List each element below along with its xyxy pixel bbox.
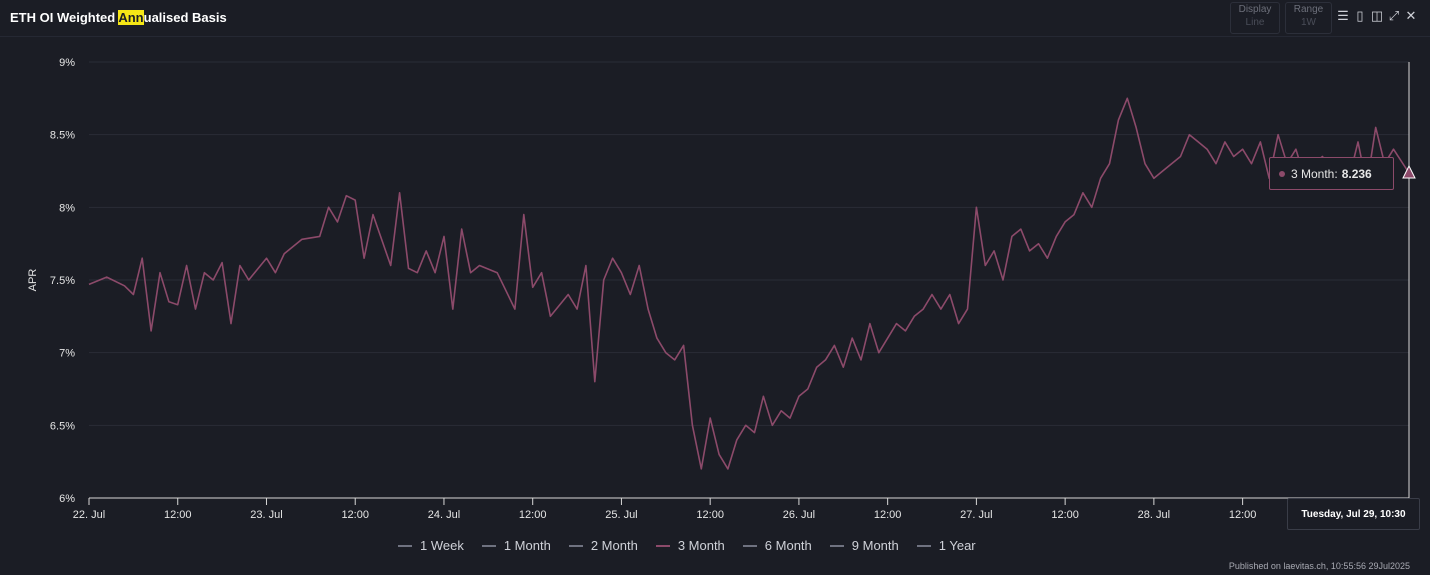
legend-label: 2 Month (590, 538, 638, 553)
legend-swatch (916, 544, 931, 547)
tooltip-value: 8.236 (1341, 166, 1372, 181)
legend-label: 6 Month (764, 538, 812, 553)
title-part: ualised Basis (143, 10, 227, 25)
legend-label: 1 Month (503, 538, 551, 553)
legend-swatch (829, 544, 844, 547)
y-tick-label: 6% (59, 493, 75, 505)
x-tick-label: 12:00 (341, 509, 369, 521)
x-tick-label: 12:00 (1051, 509, 1079, 521)
legend-label: 1 Week (420, 538, 464, 553)
display-select[interactable]: Display Line (1230, 2, 1280, 34)
footer-credit: Published on laevitas.ch, 10:55:56 29Jul… (1228, 561, 1410, 571)
legend-label: 3 Month (677, 538, 725, 553)
collapse-icon[interactable]: ⤢ (1388, 8, 1400, 23)
y-axis-title: APR (27, 269, 39, 292)
y-tick-label: 8.5% (50, 130, 75, 142)
range-value: 1W (1301, 17, 1316, 28)
legend-swatch (742, 544, 757, 547)
x-tick-label: 27. Jul (960, 509, 992, 521)
menu-icon[interactable]: ☰ (1337, 8, 1349, 23)
x-tick-label: 12:00 (696, 509, 724, 521)
legend-swatch (481, 544, 496, 547)
legend-label: 9 Month (851, 538, 899, 553)
x-tick-label: 12:00 (164, 509, 192, 521)
book-icon[interactable]: ◫ (1370, 8, 1384, 23)
hover-marker (1402, 164, 1416, 179)
series-tooltip: 3 Month: 8.236 (1269, 157, 1394, 190)
x-tick-label: 12:00 (874, 509, 902, 521)
display-value: Line (1245, 17, 1265, 28)
legend-swatch (398, 544, 412, 547)
y-tick-label: 8% (59, 202, 75, 214)
legend-item[interactable]: 1 Week (398, 538, 464, 553)
legend: 1 Week 1 Month 2 Month 3 Month 6 Month 9 Mont… (398, 538, 994, 553)
legend-item[interactable]: 1 Month (481, 538, 551, 553)
tooltip-series: 3 Month: (1291, 166, 1338, 181)
y-tick-label: 7.5% (50, 275, 75, 287)
legend-item[interactable]: 9 Month (829, 538, 899, 553)
range-label: Range (1293, 4, 1324, 15)
title-highlight: Ann (118, 10, 144, 25)
bookmark-icon[interactable]: ▯ (1356, 8, 1364, 23)
legend-item[interactable]: 1 Year (916, 538, 976, 553)
x-tick-label: 26. Jul (783, 509, 815, 521)
legend-label: 1 Year (938, 538, 976, 553)
x-tick-label: 25. Jul (605, 509, 637, 521)
header-divider (0, 36, 1430, 37)
legend-item[interactable]: 2 Month (568, 538, 638, 553)
x-tick-label: 28. Jul (1138, 509, 1170, 521)
x-tick-label: 24. Jul (428, 509, 460, 521)
legend-swatch (568, 544, 583, 547)
close-icon[interactable]: ✕ (1405, 8, 1417, 23)
series-line-3-month (88, 97, 1410, 470)
x-tick-label: 22. Jul (73, 509, 105, 521)
tooltip-dot-icon (1279, 170, 1285, 177)
legend-item[interactable]: 6 Month (742, 538, 812, 553)
legend-swatch (655, 544, 670, 547)
display-label: Display (1238, 4, 1272, 15)
chart-title: ETH OI Weighted Annualised Basis (10, 10, 227, 25)
range-select[interactable]: Range 1W (1285, 2, 1332, 34)
y-tick-label: 7% (59, 348, 75, 360)
x-tick-label: 12:00 (519, 509, 547, 521)
y-tick-label: 9% (59, 57, 75, 69)
title-part: ETH OI Weighted (10, 10, 119, 25)
x-tick-label: 23. Jul (250, 509, 282, 521)
crosshair-label: Tuesday, Jul 29, 10:30 (1287, 498, 1420, 530)
legend-item[interactable]: 3 Month (655, 538, 725, 553)
x-tick-label: 12:00 (1229, 509, 1257, 521)
toolbar-icons: ☰ ▯ ◫ ⤢ ✕ (1336, 8, 1418, 24)
y-tick-label: 6.5% (50, 420, 75, 432)
